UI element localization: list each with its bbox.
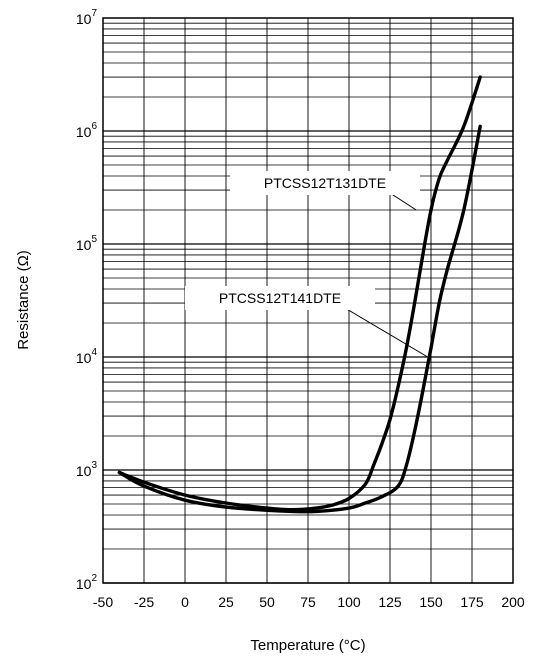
y-tick-labels: 102 103 104 105 106 107 [76, 8, 98, 592]
x-tick-label: 150 [419, 594, 443, 610]
x-tick-label: 125 [378, 594, 402, 610]
y-tick-label: 107 [76, 8, 98, 27]
y-axis-title: Resistance (Ω) [15, 250, 32, 350]
x-tick-label: 175 [460, 594, 484, 610]
x-tick-label: -25 [134, 594, 154, 610]
x-tick-label: 200 [501, 594, 525, 610]
y-tick-label: 102 [76, 573, 98, 592]
callout-leader-1 [389, 192, 417, 211]
x-tick-label: 50 [259, 594, 275, 610]
x-axis-title: Temperature (°C) [250, 637, 365, 654]
series-layer [117, 75, 482, 514]
x-tick-label: 75 [300, 594, 316, 610]
plot-frame [102, 17, 514, 584]
callout-label-2: PTCSS12T141DTE [219, 290, 341, 306]
callout-leader-2 [344, 307, 428, 358]
series-line-2 [117, 124, 482, 514]
series-line-1 [117, 75, 482, 512]
callout-box-2 [185, 286, 375, 310]
y-tick-label: 103 [76, 460, 98, 479]
x-tick-label: -50 [93, 594, 113, 610]
x-tick-label: 100 [337, 594, 361, 610]
x-tick-labels: -50 -25 0 25 50 75 100 125 150 175 200 [93, 594, 525, 610]
y-tick-label: 104 [76, 347, 98, 366]
callout-box-1 [230, 171, 420, 195]
callout-label-1: PTCSS12T131DTE [264, 175, 386, 191]
y-tick-label: 106 [76, 121, 98, 140]
callout-layer: PTCSS12T131DTE PTCSS12T141DTE [185, 171, 428, 358]
x-tick-label: 25 [218, 594, 234, 610]
x-tick-label: 0 [181, 594, 189, 610]
y-tick-label: 105 [76, 234, 98, 253]
